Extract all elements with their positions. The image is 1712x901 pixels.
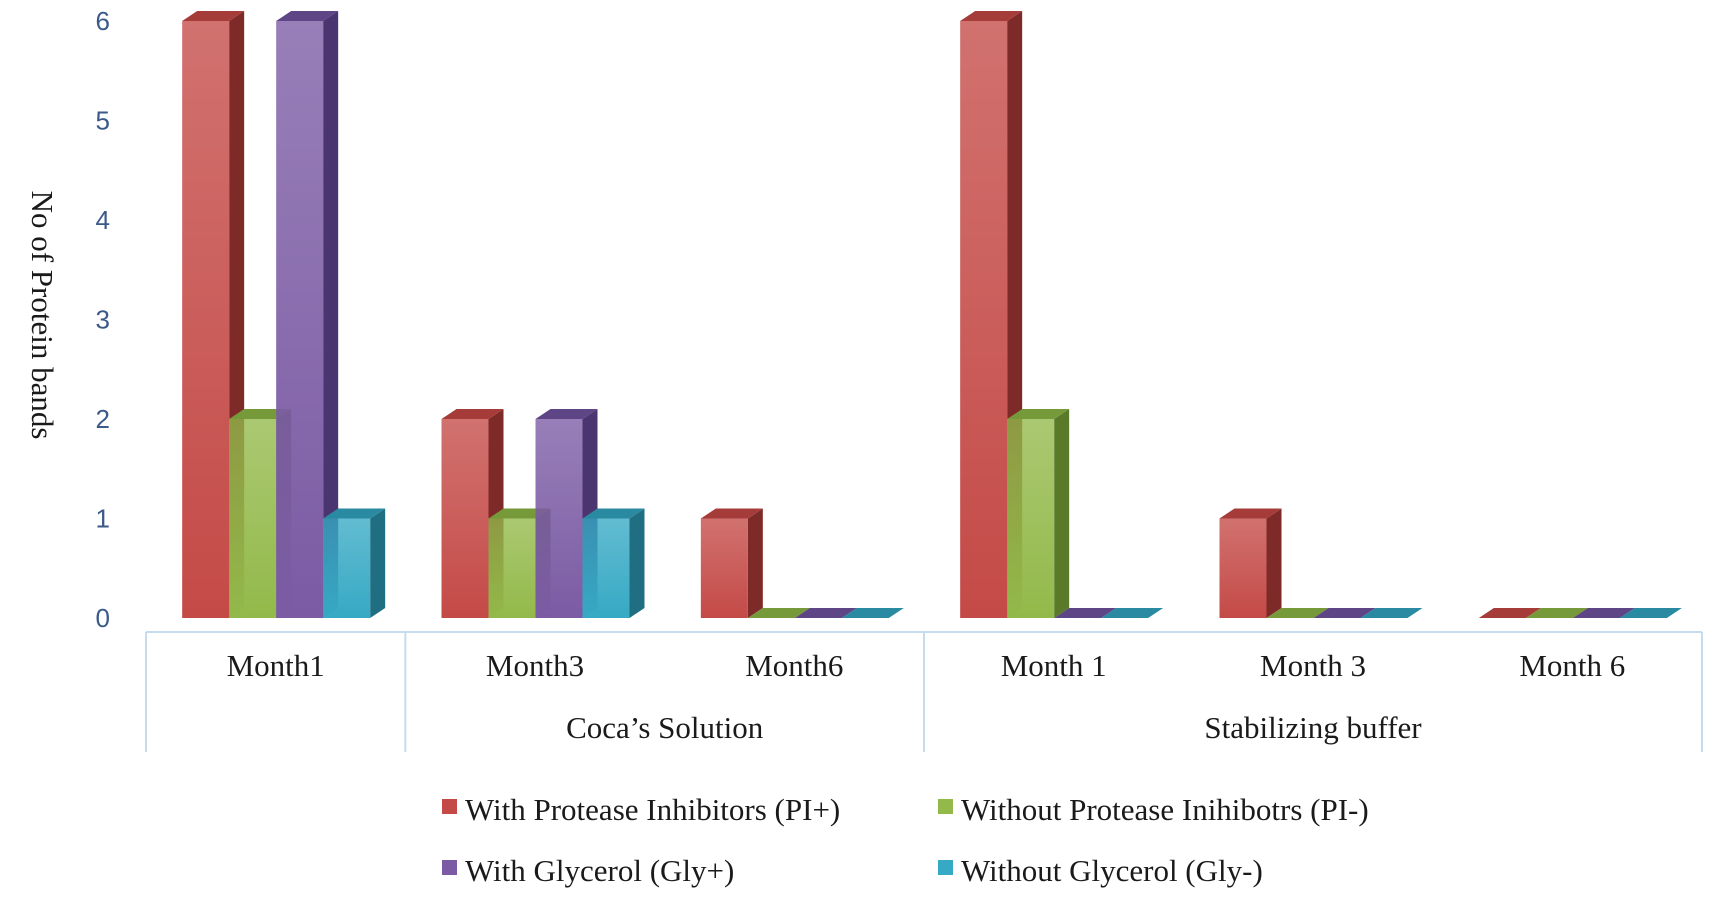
bar-top-face: [582, 508, 645, 519]
bar-front-face: [1219, 518, 1267, 618]
category-label: Month1: [227, 648, 325, 683]
bar-side-face: [370, 508, 386, 618]
group-label: Coca’s Solution: [566, 710, 764, 745]
bar-side-face: [747, 508, 763, 618]
bar-front-face: [535, 419, 583, 618]
bar-3-cat-6: [1572, 608, 1635, 618]
bar-4-cat-2: [582, 508, 645, 618]
bar-side-face: [323, 11, 339, 618]
bar-top-face: [960, 11, 1023, 21]
legend-label: With Glycerol (Gly+): [465, 853, 734, 888]
category-label: Month3: [486, 648, 584, 683]
bar-top-face: [535, 409, 598, 419]
bar-front-face: [276, 21, 324, 618]
bar-front-face: [182, 21, 230, 618]
bar-front-face: [960, 21, 1008, 618]
legend-item: Without Protease Inihibotrs (PI-): [938, 792, 1369, 827]
legend-swatch: [938, 860, 953, 875]
y-tick-label: 0: [96, 603, 110, 633]
bar-top-face: [1266, 608, 1329, 618]
bar-front-face: [582, 518, 630, 618]
legend-item: With Glycerol (Gly+): [442, 853, 734, 888]
bar-1-cat-5: [1219, 508, 1282, 618]
bar-top-face: [1478, 608, 1541, 618]
bar-4-cat-4: [1101, 608, 1164, 618]
bar-front-face: [1007, 419, 1055, 618]
bar-side-face: [1054, 409, 1070, 618]
category-label: Month 6: [1519, 648, 1625, 683]
bar-front-face: [229, 419, 277, 618]
legend-item: With Protease Inhibitors (PI+): [442, 792, 840, 827]
bar-top-face: [229, 409, 292, 419]
bar-1-cat-6: [1478, 608, 1541, 618]
bar-front-face: [700, 518, 748, 618]
legend-label: Without Glycerol (Gly-): [961, 853, 1263, 888]
bar-top-face: [323, 508, 386, 519]
bar-top-face: [1525, 608, 1588, 618]
bar-4-cat-5: [1360, 608, 1423, 618]
category-label: Month 3: [1260, 648, 1366, 683]
bar-3-cat-1: [276, 11, 339, 618]
bar-top-face: [1101, 608, 1164, 618]
y-tick-label: 1: [96, 504, 110, 534]
bar-top-face: [1360, 608, 1423, 618]
bar-top-face: [488, 508, 551, 519]
y-tick-label: 6: [96, 6, 110, 36]
legend-label: With Protease Inhibitors (PI+): [465, 792, 840, 827]
bar-top-face: [1619, 608, 1682, 618]
bar-top-face: [1219, 508, 1282, 519]
bar-top-face: [441, 409, 504, 419]
bar-2-cat-5: [1266, 608, 1329, 618]
bar-2-cat-3: [747, 608, 810, 618]
group-label: Stabilizing buffer: [1204, 710, 1422, 745]
bar-top-face: [700, 508, 763, 519]
bar-front-face: [441, 419, 489, 618]
legend-swatch: [442, 860, 457, 875]
bar-top-face: [276, 11, 339, 21]
bar-3-cat-4: [1054, 608, 1117, 618]
legend-swatch: [938, 799, 953, 814]
bar-top-face: [841, 608, 904, 618]
y-axis-title: No of Protein bands: [25, 191, 60, 440]
axes-layer: [145, 631, 1703, 752]
bar-top-face: [182, 11, 245, 21]
bar-4-cat-3: [841, 608, 904, 618]
bar-top-face: [1007, 409, 1070, 419]
legend-swatch: [442, 799, 457, 814]
bar-top-face: [794, 608, 857, 618]
bar-top-face: [1054, 608, 1117, 618]
bar-top-face: [1313, 608, 1376, 618]
legend-item: Without Glycerol (Gly-): [938, 853, 1263, 888]
bar-4-cat-1: [323, 508, 386, 618]
bar-front-face: [488, 518, 536, 618]
legend: With Protease Inhibitors (PI+) Without Pr…: [442, 792, 1369, 888]
bar-3-cat-3: [794, 608, 857, 618]
category-label: Month 1: [1001, 648, 1107, 683]
category-label: Month6: [745, 648, 843, 683]
bar-2-cat-4: [1007, 409, 1070, 618]
bar-top-face: [1572, 608, 1635, 618]
legend-label: Without Protease Inihibotrs (PI-): [961, 792, 1369, 827]
y-tick-label: 3: [96, 305, 110, 335]
bar-front-face: [323, 518, 371, 618]
labels-layer: 0 1 2 3 4 5 6 Month1 Month3 Month6 Month 1 Month 3 M…: [96, 6, 1626, 745]
bar-3-cat-5: [1313, 608, 1376, 618]
bar-4-cat-6: [1619, 608, 1682, 618]
bar-side-face: [1266, 508, 1282, 618]
bar-1-cat-3: [700, 508, 763, 618]
y-tick-label: 5: [96, 106, 110, 136]
y-tick-label: 2: [96, 404, 110, 434]
y-tick-label: 4: [96, 205, 110, 235]
bars-layer: [182, 11, 1682, 618]
bar-top-face: [747, 608, 810, 618]
bar-side-face: [629, 508, 645, 618]
bar-2-cat-6: [1525, 608, 1588, 618]
